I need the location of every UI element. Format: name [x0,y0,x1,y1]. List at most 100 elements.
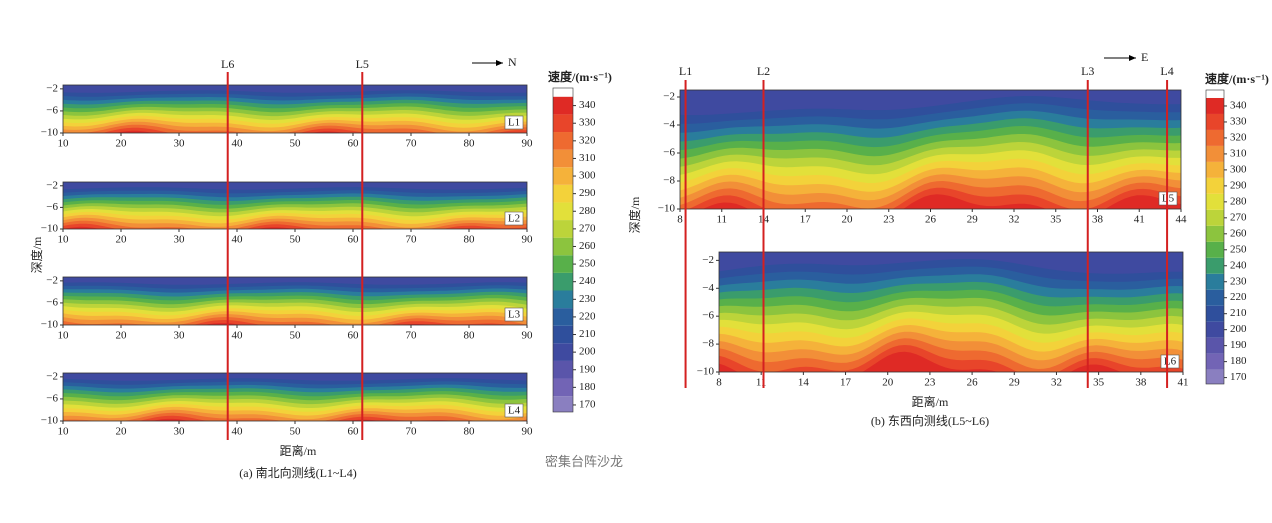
profile-label: L1 [508,117,520,129]
colorbar-tick-label: 340 [1230,100,1247,112]
colorbar-block [1206,129,1224,146]
contour-field [63,277,527,325]
colorbar-tick-label: 310 [579,152,596,164]
x-tick-label: 70 [406,234,418,246]
x-axis-label: 距离/m [912,394,949,409]
y-tick-label: −6 [663,147,675,159]
contour-field [63,85,527,133]
x-tick-label: 40 [232,138,244,150]
profile-label: L5 [1162,193,1175,205]
colorbar-tick-label: 180 [1230,355,1247,367]
survey-line-label: L1 [679,64,692,78]
survey-line-label: L2 [757,64,770,78]
x-tick-label: 26 [925,214,937,226]
colorbar-block [553,184,573,203]
y-tick-label: −6 [46,296,58,308]
x-tick-label: 60 [348,426,360,438]
direction-label: N [508,55,517,69]
caption: (b) 东西向测线(L5~L6) [871,413,989,428]
x-tick-label: 17 [840,377,852,389]
colorbar-block [1206,161,1224,178]
colorbar-tick-label: 290 [579,187,596,199]
x-tick-label: 40 [232,426,244,438]
x-tick-label: 80 [464,234,476,246]
y-tick-label: −2 [46,82,58,94]
colorbar-tick-label: 270 [1230,211,1247,223]
colorbar-tick-label: 300 [1230,163,1247,175]
x-tick-label: 23 [883,214,895,226]
colorbar-tick-label: 230 [1230,275,1247,287]
colorbar-frame [1205,89,1225,385]
y-tick-label: −10 [658,203,676,215]
y-tick-label: −6 [46,392,58,404]
x-tick-label: 10 [58,330,70,342]
x-tick-label: 30 [174,138,186,150]
x-tick-label: 29 [967,214,979,226]
y-tick-label: −10 [41,415,59,427]
y-tick-label: −2 [663,91,675,103]
colorbar-block [553,132,573,150]
y-tick-label: −6 [46,201,58,213]
colorbar-tick-label: 340 [579,99,596,111]
colorbar-block [1206,305,1224,322]
x-tick-label: 41 [1178,377,1189,389]
x-tick-label: 38 [1092,214,1104,226]
y-tick-label: −8 [702,338,714,350]
x-tick-label: 41 [1134,214,1145,226]
x-tick-label: 70 [406,426,418,438]
colorbar-tick-label: 240 [1230,259,1247,271]
x-tick-label: 8 [716,377,722,389]
x-tick-label: 8 [677,214,683,226]
colorbar-block [1206,289,1224,306]
colorbar-tick-label: 220 [1230,291,1247,303]
colorbar-tick-label: 300 [579,170,596,182]
profile-label: L2 [508,213,520,225]
x-tick-label: 90 [522,138,534,150]
contour-band [63,320,509,325]
x-tick-label: 35 [1093,377,1105,389]
colorbar-block [1206,369,1224,384]
y-tick-label: −2 [702,254,714,266]
profile-label: L3 [508,309,521,321]
colorbar-tick-label: 200 [579,346,596,358]
y-tick-label: −2 [46,370,58,382]
x-tick-label: 10 [58,426,70,438]
y-tick-label: −10 [41,319,59,331]
colorbar-tick-label: 320 [1230,131,1247,143]
contour-band [139,415,454,421]
x-tick-label: 32 [1051,377,1062,389]
colorbar-block [1206,273,1224,290]
x-tick-label: 90 [522,234,534,246]
colorbar-block [1206,337,1224,354]
colorbar-tick-label: 210 [1230,307,1247,319]
caption: (a) 南北向测线(L1~L4) [239,465,356,480]
x-tick-label: 17 [800,214,812,226]
contour-band [115,130,525,133]
survey-line-label: L3 [1081,64,1094,78]
survey-line-label: L4 [1160,64,1173,78]
contour-band [719,338,1183,372]
x-tick-label: 80 [464,138,476,150]
colorbar-tick-label: 270 [579,222,596,234]
colorbar-tick-label: 290 [1230,179,1247,191]
profile-label-box [504,211,524,226]
colorbar-block [1206,113,1224,130]
watermark: 密集台阵沙龙 [545,454,623,469]
survey-line-label: L5 [356,57,369,71]
profile-label: L6 [1164,356,1177,368]
colorbar-tick-label: 310 [1230,147,1247,159]
contour-band [102,127,527,133]
profile-label-box [504,115,524,130]
colorbar-tick-label: 250 [1230,243,1247,255]
x-tick-label: 26 [967,377,979,389]
colorbar-block [1206,257,1224,274]
x-tick-label: 20 [116,234,128,246]
colorbar-block [553,290,573,309]
y-tick-label: −2 [46,179,58,191]
colorbar-tick-label: 320 [579,134,596,146]
y-tick-label: −4 [663,119,675,131]
x-tick-label: 50 [290,138,302,150]
contour-band [719,351,1122,372]
direction-label: E [1141,50,1148,64]
x-tick-label: 80 [464,330,476,342]
